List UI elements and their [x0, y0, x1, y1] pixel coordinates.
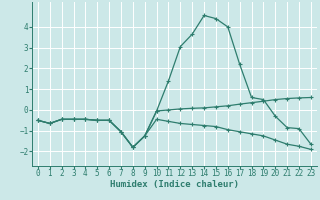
- X-axis label: Humidex (Indice chaleur): Humidex (Indice chaleur): [110, 180, 239, 189]
